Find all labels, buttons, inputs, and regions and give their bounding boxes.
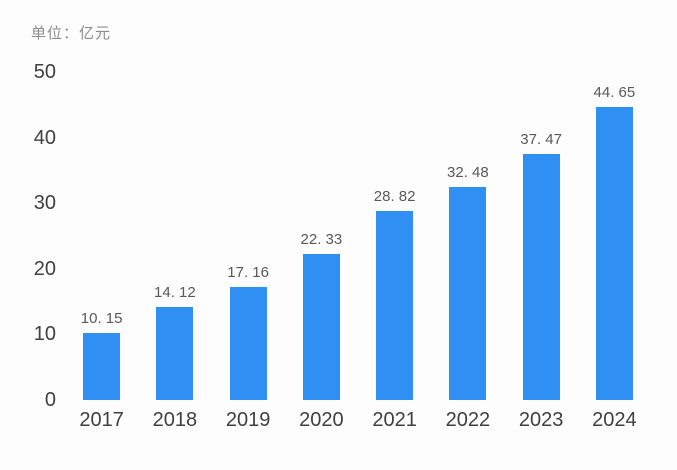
bar-group: 37. 47 2023 (505, 72, 578, 431)
y-tick-label: 50 (33, 61, 56, 83)
y-tick-label: 10 (33, 323, 56, 346)
bar (83, 333, 121, 400)
bar-value-label: 37. 47 (520, 131, 562, 149)
bar-value-label: 44. 65 (593, 84, 636, 102)
bar (449, 186, 487, 400)
bar-value-label: 32. 48 (447, 163, 489, 181)
bar-value-label: 14. 12 (154, 284, 196, 302)
unit-label: 单位：亿元 (31, 25, 112, 42)
x-axis-label: 2022 (445, 409, 491, 431)
bar-value-label: 17. 16 (227, 264, 269, 282)
bar-value-label: 28. 82 (373, 187, 416, 205)
bar (595, 107, 633, 400)
x-axis-label: 2023 (518, 409, 564, 431)
y-tick-label: 0 (44, 389, 56, 411)
x-axis-label: 2019 (225, 409, 271, 431)
bar-group: 17. 16 2019 (212, 72, 285, 431)
bar-group: 14. 12 2018 (138, 72, 211, 431)
y-tick-label: 20 (33, 257, 56, 280)
bar-group: 10. 15 2017 (65, 72, 138, 431)
y-tick-label: 40 (33, 126, 56, 149)
bar-group: 22. 33 2020 (285, 72, 358, 431)
bar (522, 154, 560, 400)
bar (229, 287, 267, 400)
y-tick-label: 30 (33, 192, 56, 215)
bar (156, 307, 194, 400)
bar-value-label: 22. 33 (300, 230, 343, 248)
bar (376, 210, 414, 400)
x-axis-label: 2024 (592, 409, 637, 431)
bar-group: 28. 82 2021 (358, 72, 431, 431)
bar-chart: 0 10 20 30 40 50 10. 15 2017 14. 12 2018 17. 16 20… (0, 62, 677, 431)
bars-area: 10. 15 2017 14. 12 2018 17. 16 2019 22. 33 2020… (65, 72, 651, 431)
bar-group: 44. 65 2024 (578, 72, 651, 431)
y-axis: 0 10 20 30 40 50 (0, 62, 56, 410)
x-axis-label: 2021 (372, 409, 417, 431)
bar-group: 32. 48 2022 (431, 72, 504, 431)
x-axis-label: 2017 (79, 409, 124, 431)
bar (302, 253, 340, 400)
bar-value-label: 10. 15 (80, 310, 123, 328)
x-axis-label: 2018 (152, 409, 198, 431)
x-axis-label: 2020 (299, 409, 344, 431)
